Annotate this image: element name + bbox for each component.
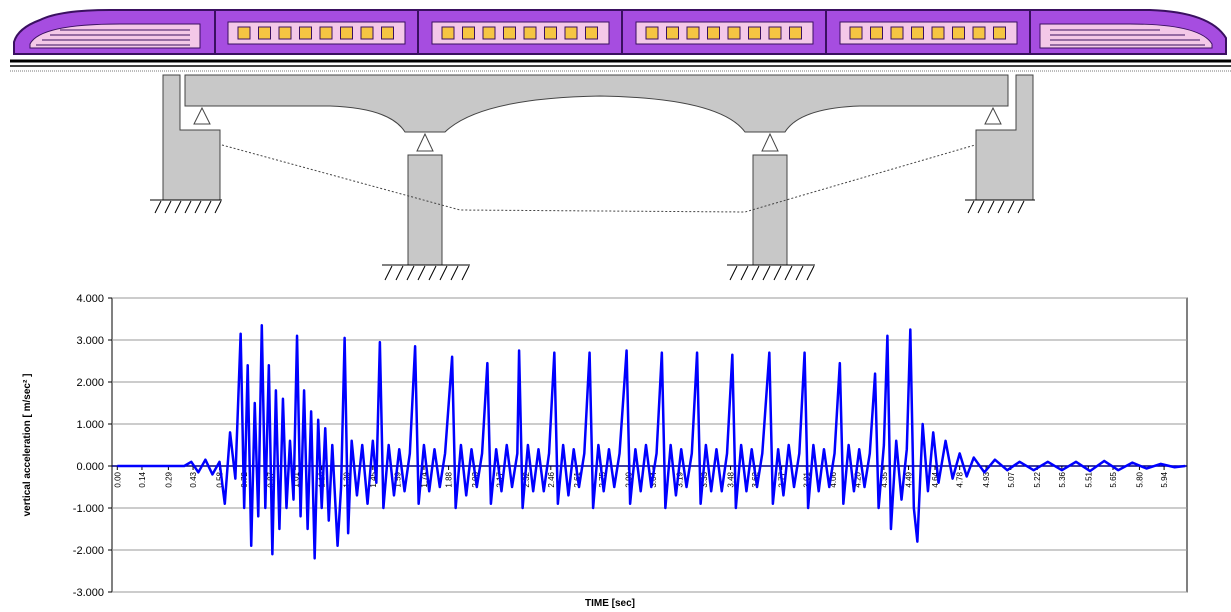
bridge — [150, 74, 1035, 281]
window — [319, 26, 333, 40]
window — [666, 26, 679, 40]
x-tick-label: 5.94 — [1160, 471, 1169, 487]
window — [503, 26, 516, 40]
window-band — [227, 21, 406, 45]
window — [768, 26, 782, 40]
window — [441, 26, 455, 40]
y-tick-label: -1.000 — [73, 503, 104, 515]
window — [360, 26, 374, 40]
x-tick-label: 5.51 — [1084, 471, 1093, 487]
window-band — [431, 21, 610, 45]
x-tick-label: 0.58 — [216, 471, 225, 487]
x-tick-label: 5.80 — [1135, 471, 1144, 487]
window — [748, 26, 761, 40]
x-tick-label: 3.48 — [727, 471, 736, 487]
cab-lines — [36, 29, 190, 46]
x-tick-label: 0.43 — [189, 471, 198, 487]
window — [462, 26, 475, 40]
y-tick-label: 1.000 — [76, 419, 104, 431]
x-tick-label: 2.32 — [522, 471, 531, 487]
window — [952, 26, 965, 40]
y-tick-label: 3.000 — [76, 335, 104, 347]
x-tick-label: 5.22 — [1033, 471, 1042, 487]
train — [13, 9, 1227, 55]
x-tick-label: 2.46 — [547, 471, 556, 487]
window — [993, 26, 1006, 40]
x-axis-label: TIME [sec] — [585, 598, 635, 609]
x-tick-label: 5.07 — [1007, 471, 1016, 487]
window — [544, 26, 557, 40]
window — [585, 26, 598, 40]
window — [340, 26, 353, 40]
window — [645, 26, 659, 40]
window — [686, 26, 700, 40]
window — [258, 26, 271, 40]
x-tick-label: 5.65 — [1109, 471, 1118, 487]
x-tick-label: 4.20 — [853, 471, 862, 487]
window — [482, 26, 496, 40]
window — [911, 26, 924, 40]
window — [849, 26, 863, 40]
y-tick-label: -3.000 — [73, 587, 104, 599]
data-line — [117, 324, 1186, 560]
window — [299, 26, 312, 40]
deck — [184, 74, 1009, 133]
ground-hatch — [150, 199, 1035, 281]
x-tick-label: 3.33 — [700, 471, 709, 487]
window — [278, 26, 292, 40]
y-tick-label: 2.000 — [76, 377, 104, 389]
x-tick-label: 1.74 — [420, 471, 429, 487]
car-joints — [214, 10, 1031, 54]
window — [931, 26, 945, 40]
chart: -3.000 -2.000 -1.000 0.000 1.000 2.000 3.000 4.… — [73, 293, 1187, 599]
profile-line — [221, 144, 976, 213]
x-tick-label: 0.14 — [138, 471, 147, 487]
window — [237, 26, 251, 40]
window — [564, 26, 578, 40]
window-band — [635, 21, 814, 45]
window — [870, 26, 883, 40]
window — [381, 26, 394, 40]
bearings — [193, 106, 1002, 152]
x-tick-label: 4.78 — [956, 471, 965, 487]
x-tick-label: 4.06 — [829, 471, 838, 487]
x-tick-label: 1.88 — [445, 471, 454, 487]
x-tick-label: 0.00 — [113, 471, 122, 487]
window — [789, 26, 802, 40]
x-tick-label: 3.19 — [675, 471, 684, 487]
window — [972, 26, 986, 40]
track — [10, 59, 1231, 72]
windows — [227, 21, 1018, 45]
pier — [407, 154, 443, 266]
y-tick-label: -2.000 — [73, 545, 104, 557]
x-tick-label: 1.01 — [291, 471, 300, 487]
pier — [752, 154, 788, 266]
cab-lines — [1050, 29, 1205, 46]
x-tick-label: 4.64 — [931, 471, 940, 487]
x-tick-label: 1.59 — [393, 471, 402, 487]
y-axis-label: vertical acceleration [ m/sec² ] — [22, 374, 33, 517]
x-tick-label: 5.36 — [1058, 471, 1067, 487]
x-tick-label: 4.49 — [905, 471, 914, 487]
y-tick-label: 0.000 — [76, 461, 104, 473]
x-tick-label: 0.29 — [164, 471, 173, 487]
window — [523, 26, 537, 40]
window — [727, 26, 741, 40]
window — [890, 26, 904, 40]
x-tick-label: 4.35 — [880, 471, 889, 487]
y-tick-label: 4.000 — [76, 293, 104, 305]
window — [707, 26, 720, 40]
window-band — [839, 21, 1018, 45]
x-tick-label: 1.45 — [369, 471, 378, 487]
x-tick-label: 4.93 — [982, 471, 991, 487]
